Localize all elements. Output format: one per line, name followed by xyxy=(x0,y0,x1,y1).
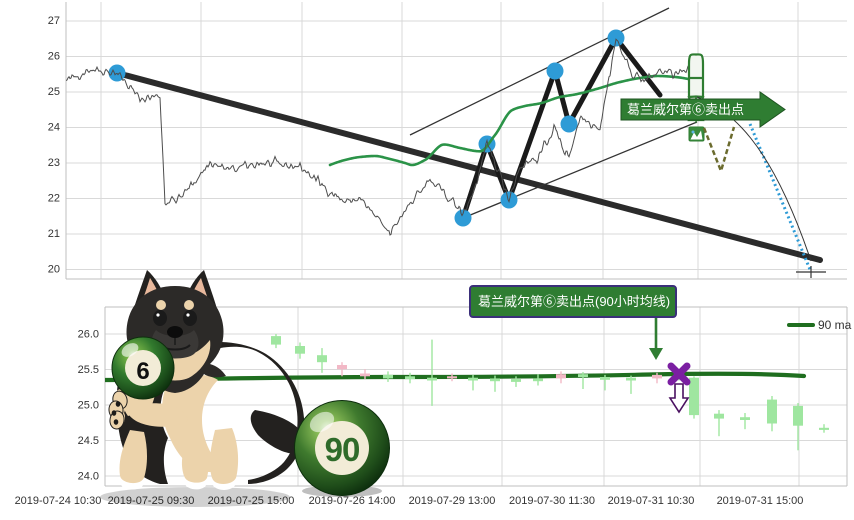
svg-text:25.0: 25.0 xyxy=(78,400,99,412)
svg-text:2019-07-30 11:30: 2019-07-30 11:30 xyxy=(509,495,595,507)
svg-text:24.5: 24.5 xyxy=(78,435,99,447)
svg-text:2019-07-24 10:30: 2019-07-24 10:30 xyxy=(15,495,102,507)
svg-text:24.0: 24.0 xyxy=(78,471,99,483)
svg-text:90: 90 xyxy=(325,431,360,468)
svg-text:25: 25 xyxy=(48,86,60,98)
svg-text:25.5: 25.5 xyxy=(78,364,99,376)
svg-text:20: 20 xyxy=(48,264,60,276)
svg-text:26.0: 26.0 xyxy=(78,329,99,341)
svg-text:26: 26 xyxy=(48,51,60,63)
svg-text:葛兰威尔第⑥卖出点: 葛兰威尔第⑥卖出点 xyxy=(627,102,744,117)
svg-text:90 ma: 90 ma xyxy=(818,318,852,332)
svg-text:葛兰威尔第⑥卖出点(90小时均线): 葛兰威尔第⑥卖出点(90小时均线) xyxy=(478,294,670,309)
svg-text:2019-07-31 10:30: 2019-07-31 10:30 xyxy=(608,495,695,507)
svg-text:2019-07-29 13:00: 2019-07-29 13:00 xyxy=(409,495,496,507)
svg-text:2019-07-31 15:00: 2019-07-31 15:00 xyxy=(717,495,804,507)
svg-text:21: 21 xyxy=(48,228,60,240)
svg-text:23: 23 xyxy=(48,157,60,169)
svg-text:27: 27 xyxy=(48,15,60,27)
svg-text:6: 6 xyxy=(136,358,149,385)
svg-text:22: 22 xyxy=(48,193,60,205)
svg-text:24: 24 xyxy=(48,122,60,134)
